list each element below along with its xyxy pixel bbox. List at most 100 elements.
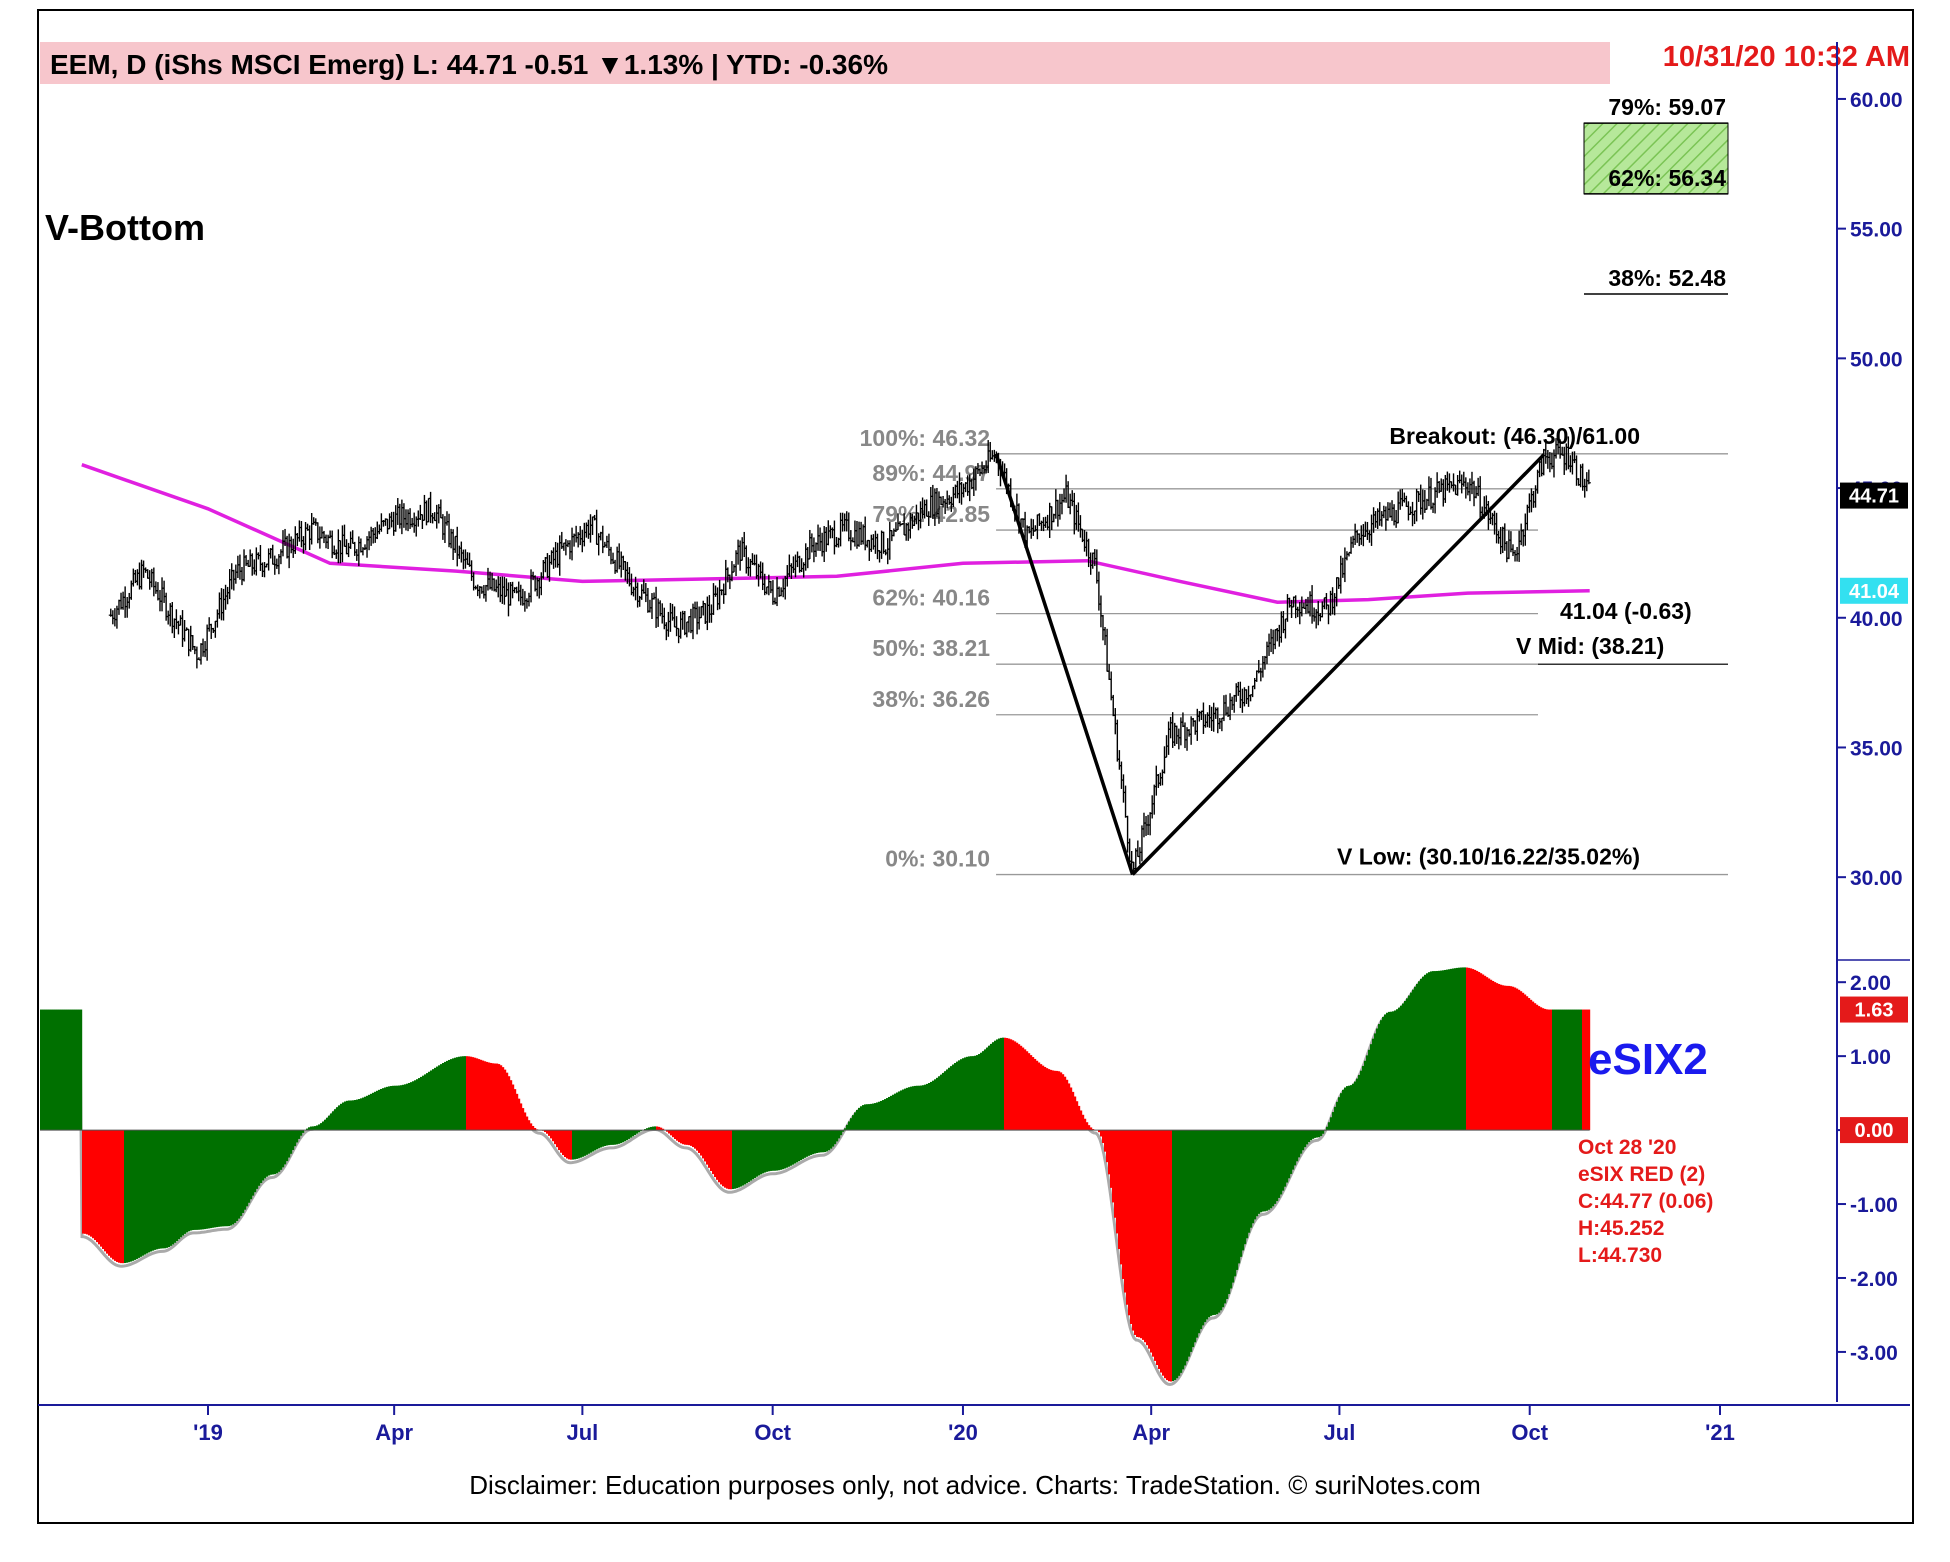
osc-bar [1376,1028,1379,1131]
osc-bar [1392,1011,1395,1131]
osc-bar [134,1130,137,1260]
osc-bar [606,1130,609,1146]
osc-bar [1016,1042,1019,1131]
osc-bar [1412,989,1415,1131]
osc-bar [1256,1130,1259,1217]
price-tick-label: 60.00 [1850,89,1903,112]
osc-bar [1120,1130,1123,1265]
osc-bar [1424,974,1427,1131]
osc-bar [834,1130,837,1145]
osc-bar [1468,967,1471,1131]
osc-bar [1222,1130,1225,1308]
osc-tick-label: 2.00 [1850,972,1891,995]
osc-bar [98,1130,101,1245]
osc-bar [208,1130,211,1229]
footer-disclaimer: Disclaimer: Education purposes only, not… [469,1470,1480,1500]
osc-bar [1328,1122,1331,1131]
osc-bar [820,1130,823,1153]
osc-bar [1548,1009,1551,1131]
osc-bar [188,1130,191,1232]
osc-bar [192,1130,195,1231]
osc-bar [528,1120,531,1131]
osc-bar [558,1130,561,1151]
osc-bar [1350,1085,1353,1131]
esix2-histogram [40,967,1591,1387]
osc-bar [332,1111,335,1131]
x-tick-label: '19 [193,1420,223,1445]
osc-bar [1496,983,1499,1131]
osc-bar [158,1130,161,1249]
osc-bar [804,1130,807,1158]
osc-bar [744,1130,747,1185]
osc-bar [246,1130,249,1207]
osc-bar [1130,1130,1133,1324]
osc-bar [1388,1011,1391,1131]
osc-bar [290,1130,293,1154]
osc-bar [1362,1065,1365,1131]
osc-bar [976,1055,979,1131]
osc-bar [1426,973,1429,1131]
osc-bar [784,1130,787,1169]
osc-bar [956,1061,959,1131]
osc-bar [782,1130,785,1170]
osc-bar [1288,1130,1291,1179]
target-level-label: 62%: 56.34 [1608,165,1726,191]
osc-bar [254,1130,257,1193]
osc-bar [330,1113,333,1131]
osc-bar [1076,1101,1079,1131]
osc-bar [1360,1070,1363,1131]
osc-bar [52,1009,55,1131]
osc-bar [1578,1009,1581,1131]
osc-bar [452,1058,455,1131]
osc-bar [322,1121,325,1131]
osc-bar [1524,994,1527,1131]
osc-bar [70,1009,73,1131]
osc-bar [1588,1009,1591,1131]
osc-bar [840,1130,843,1136]
osc-bar [226,1130,229,1227]
osc-bar [882,1100,885,1131]
osc-bar [1108,1130,1111,1175]
osc-bar [492,1063,495,1131]
osc-bar [824,1130,827,1153]
osc-bar [952,1064,955,1131]
osc-bar [178,1130,181,1240]
osc-bar [732,1130,735,1190]
osc-bar [66,1009,69,1131]
osc-bar [892,1094,895,1131]
osc-bar [1282,1130,1285,1191]
retrace-level-label: 0%: 30.10 [885,846,990,872]
osc-bar [236,1130,239,1221]
osc-bar [1508,985,1511,1131]
osc-bar [1528,998,1531,1131]
osc-bar [548,1130,551,1136]
osc-bar [1498,984,1501,1131]
osc-bar [1024,1049,1027,1131]
osc-bar [1504,985,1507,1131]
osc-bar [766,1130,769,1172]
osc-bar [1574,1009,1577,1131]
osc-bar [1074,1096,1077,1131]
osc-bar [1252,1130,1255,1224]
osc-bar [1544,1008,1547,1131]
osc-bar [674,1130,677,1140]
osc-bar [1434,971,1437,1131]
osc-bar [446,1060,449,1131]
osc-bar [916,1085,919,1131]
osc-bar [242,1130,245,1213]
osc-bar [402,1084,405,1131]
osc-bar [874,1103,877,1131]
osc-bar [72,1009,75,1131]
osc-bar [388,1086,391,1131]
osc-bar [1386,1012,1389,1131]
osc-bar [788,1130,791,1167]
osc-bar [1156,1130,1159,1366]
osc-bar [1390,1011,1393,1131]
osc-bar [130,1130,133,1262]
osc-bar [1462,967,1465,1131]
osc-bar [1088,1125,1091,1131]
osc-bar [1510,986,1513,1131]
osc-info: Oct 28 '20 eSIX RED (2) C:44.77 (0.06) H:45… [1578,1136,1713,1267]
osc-bar [432,1069,435,1131]
